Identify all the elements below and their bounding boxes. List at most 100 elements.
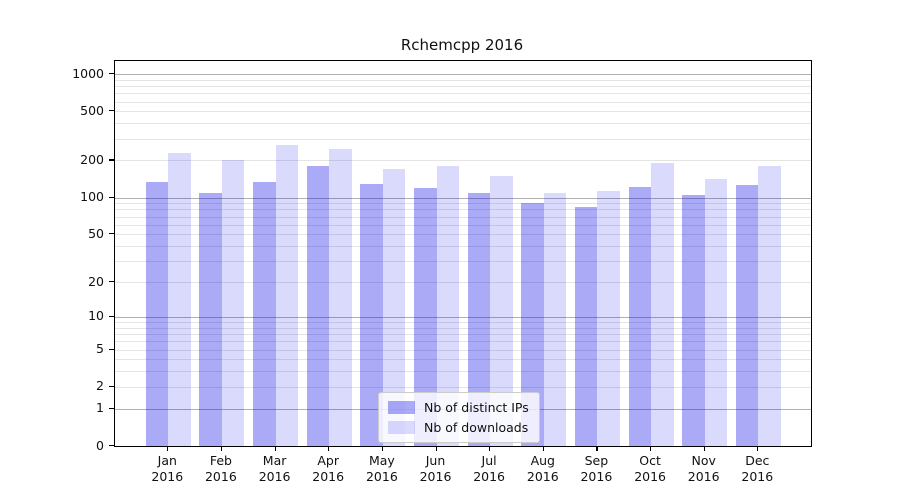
bar-downloads-jun — [436, 166, 459, 446]
x-tick-label: Aug 2016 — [511, 453, 575, 485]
y-tick-label: 5 — [96, 341, 104, 356]
y-tick-label: 20 — [88, 273, 104, 289]
gridline-minor — [115, 341, 811, 343]
bar-downloads-feb — [221, 160, 245, 446]
gridline-minor — [115, 234, 811, 236]
x-tick-month: Aug — [530, 453, 555, 468]
legend-row: Nb of distinct IPs — [388, 400, 529, 415]
gridline-minor — [115, 282, 811, 284]
y-tick-mark — [109, 73, 114, 75]
x-tick-year: 2016 — [634, 469, 666, 484]
x-tick-month: Sep — [584, 453, 609, 468]
y-tick-label: 200 — [80, 151, 104, 167]
x-tick-label: Sep 2016 — [564, 453, 628, 485]
x-tick-mark — [542, 446, 544, 451]
x-tick-year: 2016 — [312, 469, 345, 484]
legend-label: Nb of distinct IPs — [424, 400, 529, 415]
x-tick-month: Apr — [317, 453, 339, 468]
gridline-minor — [115, 359, 811, 361]
legend: Nb of distinct IPs Nb of downloads — [378, 392, 540, 443]
gridline-minor — [115, 322, 811, 323]
x-tick-year: 2016 — [580, 469, 613, 484]
x-tick-year: 2016 — [258, 469, 291, 484]
x-tick-year: 2016 — [419, 469, 452, 484]
x-tick-mark — [489, 446, 491, 451]
bar-distinct-ips-mar — [253, 181, 276, 446]
bar-downloads-aug — [543, 192, 567, 446]
chart-title: Rchemcpp 2016 — [400, 36, 524, 54]
y-tick-mark — [109, 110, 114, 112]
legend-swatch-distinct-ips — [388, 401, 415, 414]
x-tick-mark — [757, 446, 759, 451]
x-tick-year: 2016 — [741, 469, 774, 484]
bar-distinct-ips-aug — [521, 202, 544, 446]
x-tick-month: Jul — [481, 453, 497, 468]
x-tick-label: May 2016 — [350, 453, 414, 485]
x-tick-label: Mar 2016 — [243, 453, 307, 485]
gridline-major — [115, 316, 811, 318]
y-tick-label: 500 — [80, 102, 104, 118]
x-tick-month: Feb — [209, 453, 232, 468]
bar-downloads-dec — [758, 166, 781, 446]
x-tick-mark — [435, 446, 437, 451]
bar-distinct-ips-apr — [306, 166, 330, 446]
gridline-minor — [115, 349, 811, 351]
gridline-minor — [115, 371, 811, 373]
x-tick-label: Dec 2016 — [725, 453, 789, 485]
y-tick-mark — [109, 445, 114, 447]
gridline-minor — [115, 203, 811, 205]
gridline-minor — [115, 246, 811, 247]
y-tick-label: 100 — [80, 189, 104, 204]
bar-distinct-ips-dec — [735, 185, 759, 446]
x-tick-label: Jun 2016 — [404, 453, 468, 485]
bar-downloads-sep — [597, 190, 620, 446]
x-tick-label: Jul 2016 — [457, 453, 521, 485]
gridline-minor — [115, 79, 811, 81]
gridline-minor — [115, 327, 811, 329]
x-tick-label: Nov 2016 — [672, 453, 736, 485]
gridline-minor — [115, 261, 811, 263]
y-tick-mark — [109, 407, 114, 409]
legend-row: Nb of downloads — [388, 420, 529, 435]
bar-downloads-mar — [275, 145, 299, 446]
gridline-minor — [115, 160, 811, 162]
x-tick-mark — [220, 446, 223, 451]
x-tick-month: Jun — [425, 453, 446, 468]
y-tick-label: 1000 — [72, 65, 104, 81]
y-tick-label: 50 — [88, 225, 104, 241]
x-tick-month: Oct — [639, 453, 661, 468]
y-tick-mark — [109, 233, 114, 235]
bar-downloads-jul — [490, 176, 513, 446]
x-tick-mark — [274, 446, 276, 451]
gridline-minor — [115, 111, 811, 113]
gridline-minor — [115, 93, 811, 95]
x-tick-label: Oct 2016 — [618, 453, 682, 485]
bar-downloads-nov — [704, 178, 728, 446]
x-tick-month: Jan — [157, 453, 177, 468]
x-tick-year: 2016 — [151, 469, 184, 484]
bar-distinct-ips-jun — [414, 187, 437, 446]
gridline-minor — [115, 86, 811, 87]
gridline-major — [115, 74, 811, 75]
x-tick-month: Mar — [262, 453, 287, 468]
x-tick-year: 2016 — [526, 469, 559, 484]
legend-label: Nb of downloads — [424, 420, 529, 435]
y-tick-mark — [109, 196, 114, 198]
gridline-major — [115, 197, 811, 199]
x-tick-year: 2016 — [687, 469, 720, 484]
x-tick-mark — [167, 446, 169, 451]
x-tick-month: May — [368, 453, 395, 468]
bar-downloads-jan — [168, 152, 191, 446]
gridline-minor — [115, 123, 811, 125]
x-tick-month: Dec — [745, 453, 770, 468]
y-tick-label: 0 — [96, 437, 104, 453]
legend-swatch-downloads — [388, 421, 415, 434]
x-tick-mark — [650, 446, 652, 451]
y-tick-label: 1 — [96, 400, 104, 416]
x-tick-mark — [328, 446, 330, 451]
gridline-minor — [115, 101, 811, 103]
x-tick-mark — [703, 446, 705, 451]
gridline-minor — [115, 138, 811, 140]
y-tick-label: 2 — [96, 378, 104, 394]
